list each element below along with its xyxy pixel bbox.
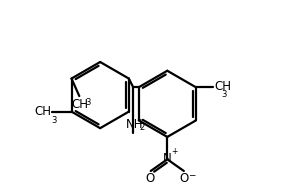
Text: O: O [145, 172, 154, 185]
Text: 3: 3 [221, 90, 226, 99]
Text: CH: CH [214, 80, 231, 93]
Text: N: N [163, 152, 172, 165]
Text: 3: 3 [51, 116, 57, 125]
Text: CH: CH [71, 98, 88, 111]
Text: 3: 3 [85, 98, 91, 107]
Text: O: O [180, 172, 189, 185]
Text: CH: CH [34, 105, 51, 118]
Text: 2: 2 [140, 123, 145, 132]
Text: +: + [171, 147, 178, 156]
Text: −: − [188, 170, 195, 179]
Text: NH: NH [126, 118, 143, 131]
